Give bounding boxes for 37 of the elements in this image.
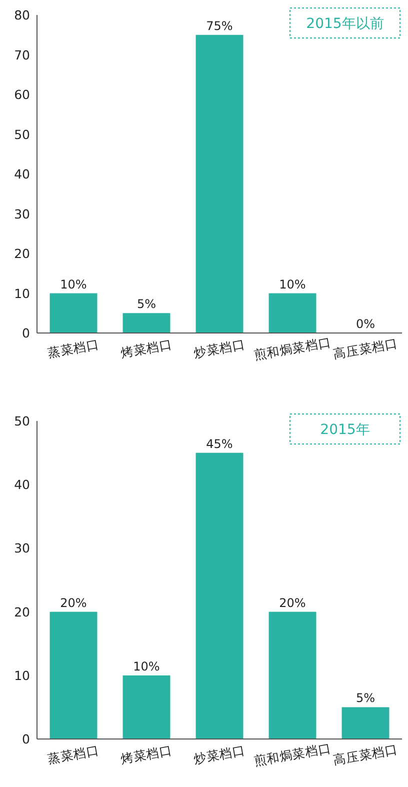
data-label: 0% [356,317,376,331]
data-label: 20% [279,596,306,610]
y-tick-label: 10 [14,668,30,683]
x-tick-label: 高压菜档口 [332,741,399,768]
y-tick-label: 30 [14,540,30,556]
x-tick-label: 高压菜档口 [332,335,399,362]
y-tick-label: 20 [14,246,30,261]
data-label: 45% [206,436,233,451]
y-tick-label: 70 [14,47,30,62]
y-tick-label: 50 [14,126,30,142]
x-tick-label: 炒菜档口 [192,336,246,360]
data-label: 5% [356,691,376,706]
y-tick-label: 40 [14,477,30,492]
x-tick-label: 蒸菜档口 [46,742,100,766]
y-tick-label: 10 [14,286,30,301]
y-tick-label: 80 [14,8,30,22]
y-tick-label: 0 [22,732,30,746]
x-tick-label: 烤菜档口 [120,742,174,766]
x-tick-label: 炒菜档口 [192,742,246,766]
y-tick-label: 60 [14,87,30,102]
x-tick-label: 煎和焗菜档口 [252,740,332,769]
y-tick-label: 40 [14,166,30,182]
y-tick-label: 30 [14,206,30,222]
data-label: 10% [279,277,306,292]
x-tick-label: 蒸菜档口 [46,336,100,360]
chart-title: 2015年以前 [306,16,384,32]
y-tick-label: 0 [22,326,30,340]
chart-title: 2015年 [320,422,370,438]
data-label: 20% [60,596,87,610]
data-label: 10% [60,277,87,292]
x-tick-label: 煎和焗菜档口 [252,334,332,363]
data-label: 75% [206,18,233,33]
x-tick-label: 烤菜档口 [120,336,174,360]
y-tick-label: 50 [14,414,30,428]
y-tick-label: 20 [14,604,30,620]
data-label: 5% [136,297,156,312]
data-label: 10% [133,659,160,674]
